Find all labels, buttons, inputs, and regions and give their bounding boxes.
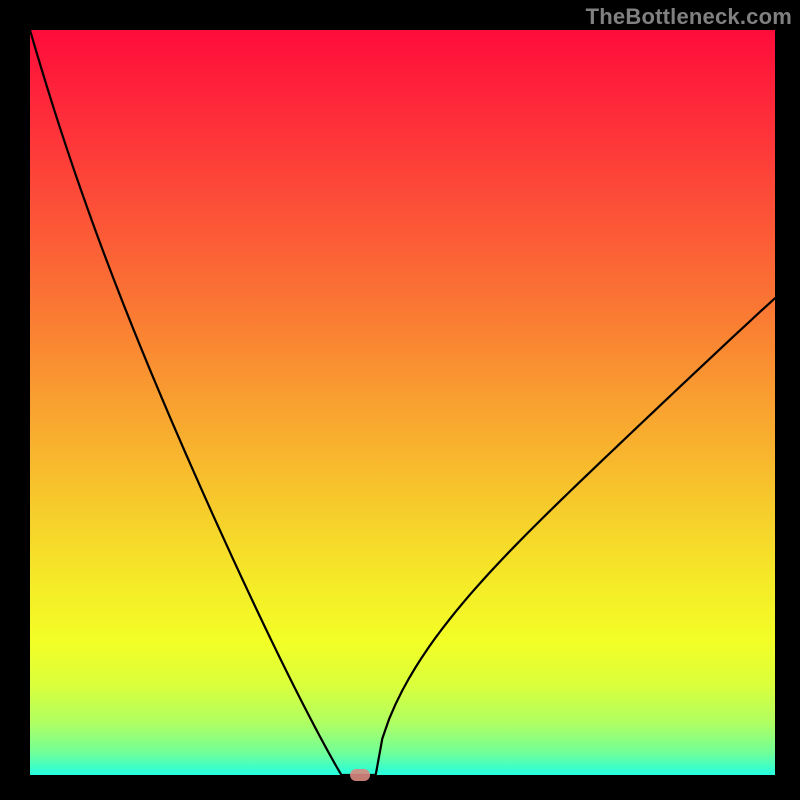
optimum-marker <box>350 769 370 781</box>
chart-container: TheBottleneck.com <box>0 0 800 800</box>
bottleneck-chart <box>0 0 800 800</box>
watermark-text: TheBottleneck.com <box>586 4 792 30</box>
